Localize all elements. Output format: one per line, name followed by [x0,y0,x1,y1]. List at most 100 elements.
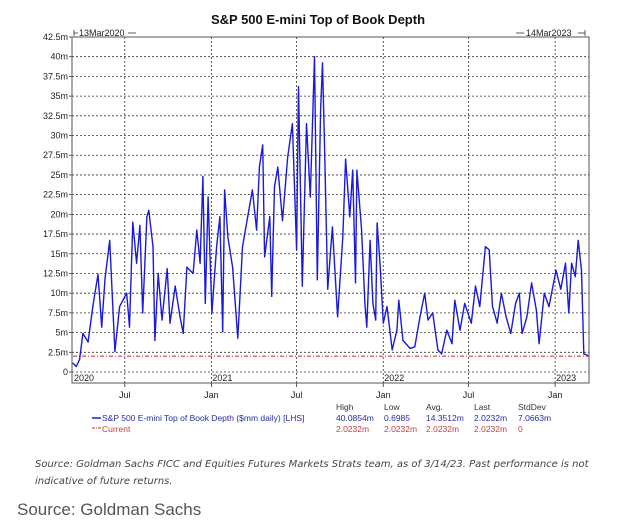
data-point [179,315,181,317]
data-point [505,316,507,318]
x-axis: Jul Jan Jul Jan Jul Jan 2020 2021 2022 2023 [74,373,576,400]
legend-depth-stddev: 7.0663m [518,413,551,423]
data-point [109,239,111,241]
data-point [97,273,99,275]
legend: High Low Avg. Last StdDev S&P 500 E-mini… [92,402,551,434]
y-axis: 0 2.5m 5m 7.5m 10m 12.5m 15m 17.5m 20m 22.5m 25m 27… [43,32,72,377]
chart-title: S&P 500 E-mini Top of Book Depth [211,12,425,27]
data-point [313,56,316,58]
data-point [92,305,94,308]
data-point [372,302,374,305]
data-point [251,189,253,191]
data-point [414,346,416,348]
data-point [321,62,324,64]
data-point [126,292,128,294]
data-point [174,285,176,287]
data-point [157,272,159,275]
data-point [464,302,466,305]
data-point [526,316,528,318]
y-tick-label: 32.5m [43,111,68,121]
data-point [530,282,533,284]
data-point [386,305,388,308]
data-point [135,262,138,264]
y-tick-label: 20m [50,209,68,219]
data-point [166,268,168,270]
legend-current-last: 2.0232m [474,424,507,434]
data-point [142,312,144,314]
y-tick-label: 40m [50,52,68,62]
legend-depth-low: 0.6985 [384,413,410,423]
data-point [128,326,131,328]
data-point [281,220,284,222]
end-date-marker: 14Mar2023 [516,28,586,38]
series-layer [72,56,590,368]
y-tick-label: 27.5m [43,150,68,160]
data-point [323,138,326,141]
data-point [199,262,201,264]
data-point [331,226,334,228]
data-point [316,279,318,281]
data-point [207,196,209,198]
data-point [376,222,378,224]
data-point [215,246,218,248]
x-tick-label: Jul [291,390,303,400]
x-tick-label: Jan [376,390,391,400]
data-point [223,189,226,191]
data-point [139,224,141,226]
data-point [564,262,567,264]
y-tick-label: 7.5m [48,308,68,318]
legend-depth-last: 2.0232m [474,413,507,423]
data-point [454,299,456,301]
data-point [437,349,439,351]
chart: S&P 500 E-mini Top of Book Depth 13Mar20… [43,12,590,434]
y-tick-label: 30m [50,131,68,141]
data-point [398,299,400,301]
data-point [366,326,368,328]
data-point [327,288,329,290]
data-point [510,332,512,334]
data-point [574,276,576,278]
legend-current-low: 2.0232m [384,424,417,434]
data-point [555,269,557,271]
data-point [441,353,443,355]
data-point [488,249,490,251]
data-point [375,319,377,321]
data-point [148,209,150,212]
data-point [409,347,411,349]
data-point [75,365,77,368]
x-tick-label: Jan [204,390,219,400]
footnote: Source: Goldman Sachs FICC and Equities … [35,459,589,487]
x-tick-label: Jul [119,390,131,400]
start-date-label: 13Mar2020 [79,28,125,38]
data-point [237,337,239,339]
data-point [301,285,303,287]
data-point [72,362,74,364]
data-point [496,322,498,324]
data-point [379,262,381,264]
data-point [114,350,116,353]
y-tick-label: 12.5m [43,268,68,278]
series-line-depth [72,56,590,368]
data-point [269,216,271,218]
y-tick-label: 17.5m [43,229,68,239]
data-point [211,312,213,314]
legend-header-last: Last [474,402,491,412]
data-point [568,312,570,314]
data-point [182,332,184,334]
data-point [78,358,81,360]
data-point [258,166,261,168]
data-point [446,329,448,331]
y-tick-label: 5m [55,328,68,338]
data-point [352,169,354,171]
plot-frame [71,36,590,384]
data-point [402,339,404,342]
data-point [356,169,358,171]
data-point [271,295,273,297]
start-date-marker: 13Mar2020 [73,28,136,38]
data-point [342,236,344,238]
data-point [396,329,398,331]
data-point [479,305,481,308]
data-point [186,266,188,268]
legend-current-high: 2.0232m [336,424,369,434]
data-point [227,236,229,238]
